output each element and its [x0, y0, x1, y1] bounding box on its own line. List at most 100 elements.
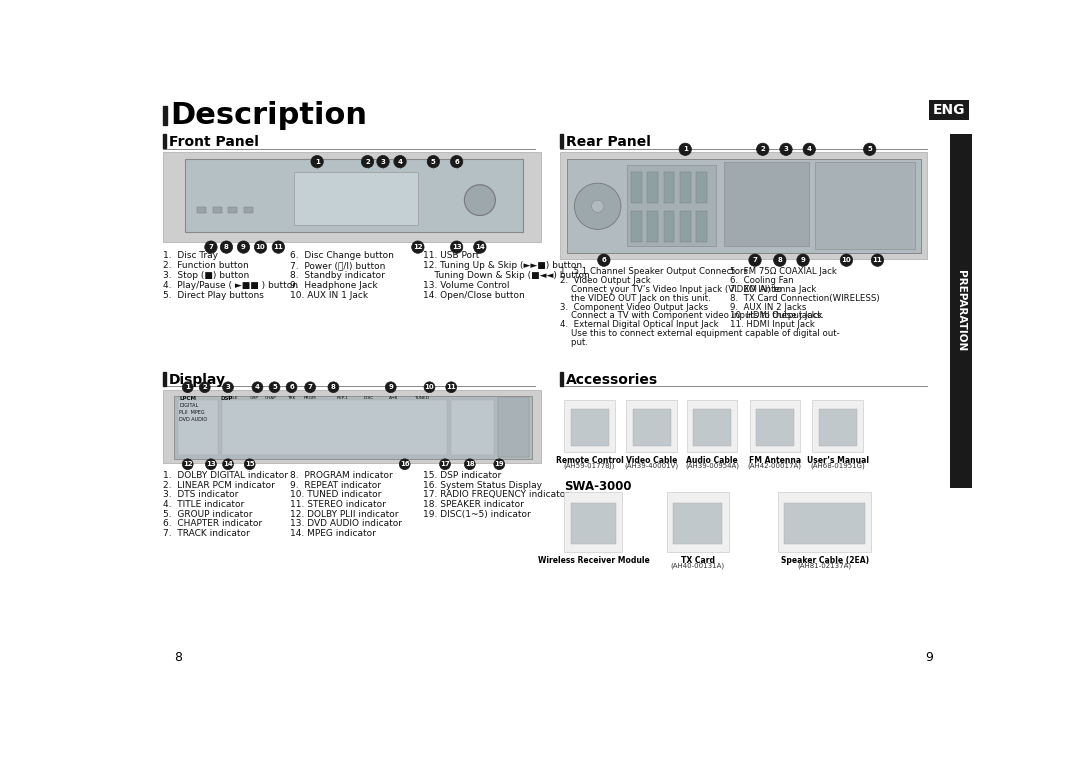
Circle shape — [575, 183, 621, 230]
Bar — [647, 211, 658, 242]
Text: (AH81-02137A): (AH81-02137A) — [798, 563, 852, 569]
Text: 2: 2 — [760, 146, 765, 153]
Bar — [174, 396, 531, 459]
Text: 10. AUX IN 1 Jack: 10. AUX IN 1 Jack — [291, 291, 368, 300]
Text: ENG: ENG — [932, 103, 966, 117]
Circle shape — [311, 156, 323, 168]
Text: 4.  External Digital Optical Input Jack: 4. External Digital Optical Input Jack — [559, 320, 718, 330]
Circle shape — [464, 459, 475, 470]
Circle shape — [592, 200, 604, 212]
Text: 1.  Disc Tray: 1. Disc Tray — [163, 251, 218, 260]
Text: 8: 8 — [174, 651, 181, 664]
Bar — [679, 172, 691, 203]
Text: 10: 10 — [424, 385, 434, 390]
Bar — [950, 134, 972, 488]
Text: Connect a TV with Component video inputs to these jacks.: Connect a TV with Component video inputs… — [559, 311, 824, 320]
Circle shape — [474, 241, 486, 253]
Circle shape — [446, 382, 457, 393]
Bar — [666, 492, 729, 552]
Bar — [197, 207, 206, 213]
Text: TITLE: TITLE — [227, 396, 238, 400]
Text: 9: 9 — [800, 257, 806, 263]
Text: 3: 3 — [784, 146, 788, 153]
Circle shape — [450, 156, 463, 168]
Circle shape — [428, 156, 440, 168]
Text: 19: 19 — [495, 462, 504, 467]
Bar — [498, 398, 529, 457]
Circle shape — [272, 241, 284, 253]
Circle shape — [804, 143, 815, 156]
Circle shape — [238, 241, 249, 253]
Circle shape — [222, 382, 233, 393]
Text: User’s Manual: User’s Manual — [807, 456, 868, 465]
Text: 2.  Video Output Jack: 2. Video Output Jack — [559, 276, 650, 285]
Text: 7: 7 — [208, 244, 214, 250]
Text: 18: 18 — [464, 462, 475, 467]
Bar — [186, 159, 523, 233]
Circle shape — [864, 143, 876, 156]
Text: put.: put. — [559, 338, 588, 347]
Bar — [647, 172, 658, 203]
Bar — [567, 159, 921, 253]
Text: 14. MPEG indicator: 14. MPEG indicator — [291, 529, 376, 538]
Text: 11. STEREO indicator: 11. STEREO indicator — [291, 500, 386, 509]
Text: 8: 8 — [330, 385, 336, 390]
Bar — [570, 503, 617, 544]
Text: 8: 8 — [224, 244, 229, 250]
Text: 10: 10 — [256, 244, 266, 250]
Text: 14: 14 — [475, 244, 485, 250]
Bar — [565, 492, 622, 552]
Bar — [163, 372, 166, 386]
Text: 5: 5 — [431, 159, 435, 165]
Text: 7: 7 — [308, 385, 312, 390]
Text: DISC: DISC — [364, 396, 374, 400]
Bar — [213, 207, 221, 213]
Text: 1.  5.1 Channel Speaker Output Connectors: 1. 5.1 Channel Speaker Output Connectors — [559, 267, 747, 276]
Bar — [750, 400, 800, 452]
Circle shape — [205, 459, 216, 470]
Bar — [724, 162, 809, 246]
Text: Audio Cable: Audio Cable — [686, 456, 738, 465]
Text: 7.  XM Antenna Jack: 7. XM Antenna Jack — [730, 285, 816, 294]
Text: DVD AUDIO: DVD AUDIO — [179, 417, 207, 422]
Bar — [633, 409, 671, 446]
Text: PLII  MPEG: PLII MPEG — [179, 410, 205, 415]
Text: GRP: GRP — [249, 396, 259, 400]
Text: 4.  Play/Pause ( ►■■ ) button: 4. Play/Pause ( ►■■ ) button — [163, 281, 298, 290]
Text: 11: 11 — [273, 244, 283, 250]
Text: LPCM: LPCM — [179, 396, 197, 401]
Text: Remote Control: Remote Control — [556, 456, 623, 465]
Bar — [779, 492, 872, 552]
Bar — [693, 409, 731, 446]
Circle shape — [840, 254, 852, 266]
Text: 13. DVD AUDIO indicator: 13. DVD AUDIO indicator — [291, 520, 402, 528]
Text: 5: 5 — [867, 146, 872, 153]
Bar — [163, 390, 541, 463]
Text: Speaker Cable (2EA): Speaker Cable (2EA) — [781, 556, 868, 565]
Text: 11: 11 — [446, 385, 456, 390]
Text: 6: 6 — [289, 385, 294, 390]
Text: TRK: TRK — [287, 396, 295, 400]
Bar — [697, 172, 707, 203]
Text: 2: 2 — [202, 385, 207, 390]
Text: PREPARATION: PREPARATION — [956, 270, 967, 352]
Text: 4: 4 — [807, 146, 812, 153]
Circle shape — [780, 143, 793, 156]
Bar — [294, 172, 418, 225]
Circle shape — [748, 254, 761, 266]
Text: SWA-3000: SWA-3000 — [565, 481, 632, 494]
Circle shape — [255, 241, 267, 253]
Bar — [663, 172, 674, 203]
Bar — [565, 400, 615, 452]
Text: 17. RADIO FREQUENCY indicator: 17. RADIO FREQUENCY indicator — [423, 491, 569, 500]
Circle shape — [222, 459, 233, 470]
Text: Front Panel: Front Panel — [170, 136, 259, 150]
Text: 9: 9 — [389, 385, 393, 390]
Text: Tuning Down & Skip (■◄◄) button: Tuning Down & Skip (■◄◄) button — [423, 271, 590, 280]
Circle shape — [183, 459, 193, 470]
Text: Use this to connect external equipment capable of digital out-: Use this to connect external equipment c… — [559, 329, 839, 338]
Bar — [784, 503, 865, 544]
Text: 5.  GROUP indicator: 5. GROUP indicator — [163, 510, 253, 519]
Text: (AH39-40001V): (AH39-40001V) — [624, 462, 678, 469]
Bar — [673, 503, 723, 544]
